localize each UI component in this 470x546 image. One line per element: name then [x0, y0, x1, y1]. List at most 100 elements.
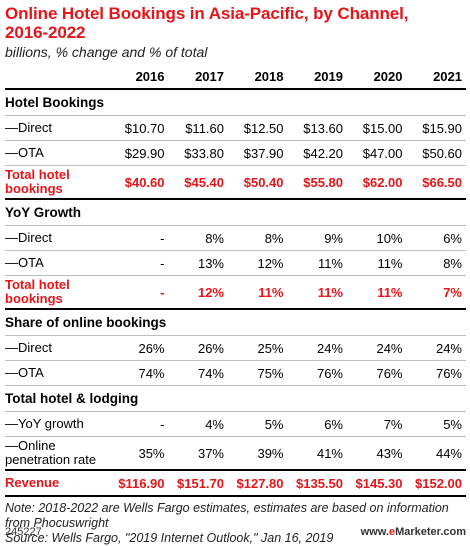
row-label: Revenue: [5, 469, 109, 497]
table-cell: 75%: [228, 360, 288, 386]
table-cell: $47.00: [347, 140, 407, 166]
table-cell: 10%: [347, 225, 407, 251]
table-cell: 11%: [287, 275, 347, 310]
table-cell: 5%: [406, 411, 466, 437]
row-label: —OTA: [5, 250, 109, 276]
table-cell: 13%: [168, 250, 228, 276]
section-title: YoY Growth: [5, 199, 466, 226]
title-line-1: Online Hotel Bookings in Asia-Pacific, b…: [5, 4, 409, 23]
table-row: —YoY growth -4% 5% 6% 7% 5%: [5, 411, 466, 437]
table-cell: 76%: [406, 360, 466, 386]
table-cell: $145.30: [347, 469, 407, 497]
table-cell: 9%: [287, 225, 347, 251]
table-cell: $12.50: [228, 115, 288, 141]
table-cell: -: [109, 411, 169, 437]
table-row: —Direct 26% 26% 25% 24% 24% 24%: [5, 335, 466, 361]
section-title: Hotel Bookings: [5, 89, 466, 116]
table-cell: 74%: [109, 360, 169, 386]
table-cell: $62.00: [347, 165, 407, 200]
table-cell: 24%: [347, 335, 407, 361]
table-cell: 12%: [168, 275, 228, 310]
table-cell: $135.50: [287, 469, 347, 497]
table-cell: $40.60: [109, 165, 169, 200]
table-cell: 12%: [228, 250, 288, 276]
table-row: —OTA -13% 12% 11% 11% 8%: [5, 250, 466, 276]
section-title: Total hotel & lodging: [5, 385, 466, 412]
header-row: 2016 2017 2018 2019 2020 2021: [5, 64, 466, 90]
table-cell: $15.00: [347, 115, 407, 141]
table-cell: $55.80: [287, 165, 347, 200]
table-cell: -: [109, 225, 169, 251]
brand-rest: Marketer.com: [395, 526, 466, 538]
column-header: 2021: [406, 64, 466, 90]
section-header-row: Share of online bookings: [5, 309, 466, 336]
table-cell: 11%: [228, 275, 288, 310]
table-cell: $37.90: [228, 140, 288, 166]
chart-title: Online Hotel Bookings in Asia-Pacific, b…: [5, 0, 466, 42]
table-cell: $50.40: [228, 165, 288, 200]
table-cell: $13.60: [287, 115, 347, 141]
table-cell: $11.60: [168, 115, 228, 141]
note-text: Note: 2018-2022 are Wells Fargo estimate…: [5, 501, 449, 530]
table-row: —Direct -8% 8% 9% 10% 6%: [5, 225, 466, 251]
chart-id: 245227: [5, 526, 42, 538]
table-cell: 37%: [168, 436, 228, 471]
table-cell: 39%: [228, 436, 288, 471]
row-label: —OTA: [5, 360, 109, 386]
table-cell: 26%: [109, 335, 169, 361]
title-line-2: 2016-2022: [5, 23, 86, 42]
row-label: —Direct: [5, 115, 109, 141]
total-row: Total hotel bookings -12% 11% 11% 11% 7%: [5, 275, 466, 310]
table-cell: 25%: [228, 335, 288, 361]
footer: 245227 www.eMarketer.com: [5, 524, 466, 538]
revenue-row: Revenue $116.90 $151.70 $127.80 $135.50 $145.…: [5, 469, 466, 497]
table-cell: $152.00: [406, 469, 466, 497]
table-cell: $42.20: [287, 140, 347, 166]
table-cell: 5%: [228, 411, 288, 437]
table-cell: 4%: [168, 411, 228, 437]
table-cell: -: [109, 275, 169, 310]
table-cell: 7%: [406, 275, 466, 310]
row-label: Total hotel bookings: [5, 165, 109, 200]
section-header-row: YoY Growth: [5, 199, 466, 226]
table-cell: $45.40: [168, 165, 228, 200]
table-body: Hotel Bookings —Direct $10.70 $11.60 $12.50 $…: [5, 89, 466, 497]
table-cell: 44%: [406, 436, 466, 471]
column-header: 2019: [287, 64, 347, 90]
table-cell: 26%: [168, 335, 228, 361]
header-blank: [5, 64, 109, 90]
table-cell: $151.70: [168, 469, 228, 497]
table-cell: 8%: [168, 225, 228, 251]
table-cell: $29.90: [109, 140, 169, 166]
row-label: —YoY growth: [5, 411, 109, 437]
section-header-row: Total hotel & lodging: [5, 385, 466, 412]
table-cell: 8%: [406, 250, 466, 276]
total-row: Total hotel bookings $40.60 $45.40 $50.40 $5…: [5, 165, 466, 200]
table-cell: -: [109, 250, 169, 276]
column-header: 2016: [109, 64, 169, 90]
table-cell: $66.50: [406, 165, 466, 200]
table-cell: 35%: [109, 436, 169, 471]
table-cell: $33.80: [168, 140, 228, 166]
table-cell: 76%: [287, 360, 347, 386]
table-cell: $127.80: [228, 469, 288, 497]
table-row: —OTA 74% 74% 75% 76% 76% 76%: [5, 360, 466, 386]
data-table: 2016 2017 2018 2019 2020 2021 Hotel Book…: [5, 64, 466, 497]
table-cell: 24%: [287, 335, 347, 361]
table-row: —OTA $29.90 $33.80 $37.90 $42.20 $47.00 $50.60: [5, 140, 466, 166]
row-label: —Online penetration rate: [5, 436, 109, 471]
table-cell: 6%: [287, 411, 347, 437]
brand-e: e: [388, 526, 396, 538]
table-cell: 11%: [287, 250, 347, 276]
table-cell: $50.60: [406, 140, 466, 166]
table-cell: 11%: [347, 250, 407, 276]
table-cell: $116.90: [109, 469, 169, 497]
section-header-row: Hotel Bookings: [5, 89, 466, 116]
table-cell: 8%: [228, 225, 288, 251]
section-title: Share of online bookings: [5, 309, 466, 336]
table-row: —Direct $10.70 $11.60 $12.50 $13.60 $15.00 $15…: [5, 115, 466, 141]
column-header: 2017: [168, 64, 228, 90]
table-cell: 43%: [347, 436, 407, 471]
row-label: —Direct: [5, 335, 109, 361]
